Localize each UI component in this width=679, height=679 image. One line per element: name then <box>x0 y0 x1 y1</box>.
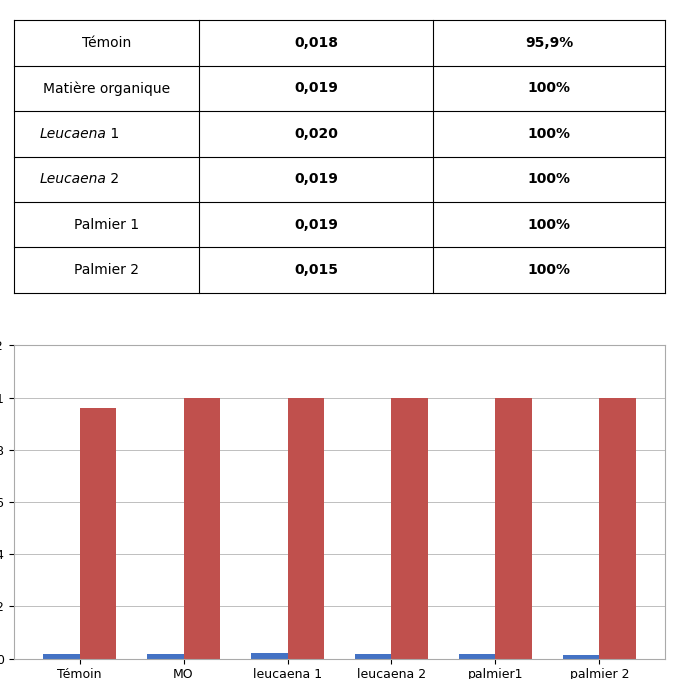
Bar <box>392 398 428 659</box>
Bar <box>563 655 600 659</box>
Text: 0,019: 0,019 <box>294 81 338 96</box>
Text: 0,019: 0,019 <box>294 218 338 232</box>
Text: Leucaena: Leucaena <box>39 127 107 141</box>
Text: Palmier 1: Palmier 1 <box>74 218 139 232</box>
Text: 0,019: 0,019 <box>294 172 338 186</box>
Text: 0,018: 0,018 <box>294 36 338 50</box>
Text: 100%: 100% <box>528 127 570 141</box>
Bar <box>79 408 116 659</box>
Bar <box>183 398 220 659</box>
Text: 100%: 100% <box>528 172 570 186</box>
Bar <box>600 398 636 659</box>
Text: 100%: 100% <box>528 263 570 277</box>
Text: 100%: 100% <box>528 218 570 232</box>
Text: 0,015: 0,015 <box>294 263 338 277</box>
Text: Palmier 2: Palmier 2 <box>74 263 139 277</box>
Bar <box>496 398 532 659</box>
Text: Témoin: Témoin <box>82 36 131 50</box>
Bar <box>287 398 324 659</box>
Bar <box>251 653 287 659</box>
Text: 2: 2 <box>107 172 120 186</box>
Text: 100%: 100% <box>528 81 570 96</box>
Text: Matière organique: Matière organique <box>43 81 170 96</box>
Bar <box>355 654 392 659</box>
Bar <box>147 654 183 659</box>
Text: Leucaena: Leucaena <box>39 172 107 186</box>
Bar <box>43 654 79 659</box>
Text: 95,9%: 95,9% <box>525 36 573 50</box>
Text: 1: 1 <box>107 127 120 141</box>
Bar <box>459 654 496 659</box>
Text: 0,020: 0,020 <box>294 127 338 141</box>
